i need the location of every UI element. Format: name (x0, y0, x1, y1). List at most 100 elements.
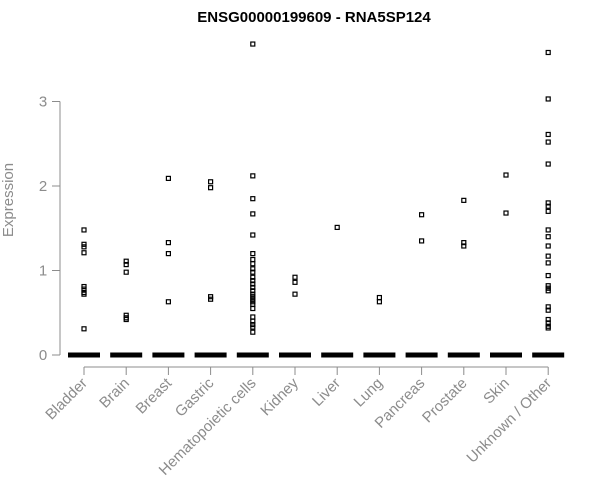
zero-value-points (363, 352, 396, 358)
data-point (250, 251, 256, 257)
zero-value-points (321, 352, 354, 358)
data-point (250, 173, 256, 179)
category-points (532, 49, 565, 358)
data-point (123, 269, 129, 275)
data-point (545, 131, 551, 138)
data-point (545, 203, 551, 209)
category-points (405, 212, 438, 358)
x-tick-label: Prostate (419, 375, 471, 427)
data-point (165, 175, 171, 181)
y-tick-label: 3 (39, 94, 47, 111)
zero-value-points (194, 352, 227, 358)
data-point (545, 161, 551, 167)
zero-value-points (152, 352, 185, 358)
category-points (236, 41, 269, 358)
data-point (545, 96, 551, 102)
data-point (123, 258, 129, 264)
data-point (292, 279, 298, 285)
data-point (545, 325, 551, 331)
data-point (545, 320, 551, 326)
y-tick-label: 2 (39, 178, 47, 195)
zero-value-points (110, 352, 143, 358)
data-point (250, 284, 256, 290)
data-point (503, 172, 509, 178)
zero-value-points (236, 352, 269, 358)
zero-value-points (447, 352, 480, 358)
data-point (250, 314, 256, 320)
data-point (545, 200, 551, 206)
zero-value-points (279, 352, 311, 358)
data-point (250, 329, 256, 335)
data-point (461, 240, 467, 246)
data-point (461, 243, 467, 249)
category-points (447, 197, 480, 358)
data-point (545, 260, 551, 266)
category-points (68, 227, 100, 358)
data-point (165, 251, 171, 257)
data-point (334, 224, 340, 231)
data-point (545, 139, 551, 145)
data-point (545, 234, 551, 240)
data-points (68, 41, 565, 358)
data-point (250, 278, 256, 284)
data-point (250, 274, 256, 280)
data-point (165, 299, 171, 305)
data-point (81, 250, 87, 256)
chart-title: ENSG00000199609 - RNA5SP124 (197, 9, 431, 26)
data-point (545, 227, 551, 233)
data-point (250, 232, 256, 238)
category-points (110, 258, 143, 358)
x-tick-label: Skin (480, 375, 513, 408)
data-point (81, 286, 87, 292)
data-point (292, 291, 298, 297)
x-tick-label: Lung (351, 375, 387, 411)
data-point (250, 318, 256, 324)
zero-value-points (68, 352, 100, 358)
data-point (250, 41, 256, 47)
category-points (321, 224, 354, 358)
x-tick-label: Breast (133, 374, 176, 417)
data-point (250, 256, 256, 263)
x-tick-label: Kidney (257, 374, 302, 419)
data-point (419, 238, 425, 244)
data-point (545, 243, 551, 249)
data-point (419, 212, 425, 218)
y-axis-label: Expression (0, 163, 17, 237)
data-point (250, 211, 256, 217)
x-tick-label: Bladder (42, 375, 91, 424)
data-point (81, 326, 87, 332)
data-point (250, 261, 256, 267)
data-point (208, 296, 214, 302)
data-point (545, 288, 551, 294)
category-points (279, 274, 311, 358)
category-points (490, 172, 522, 358)
data-point (461, 197, 467, 203)
data-point (545, 316, 551, 323)
data-point (503, 210, 509, 216)
data-point (545, 208, 551, 214)
data-point (165, 240, 171, 246)
data-point (545, 307, 551, 313)
category-points (363, 294, 396, 358)
data-point (545, 272, 551, 279)
data-point (376, 299, 382, 305)
data-point (123, 316, 129, 323)
data-point (250, 196, 256, 202)
data-point (81, 291, 87, 297)
data-point (545, 49, 551, 56)
y-tick-label: 0 (39, 347, 47, 364)
data-point (250, 281, 256, 287)
data-point (376, 294, 382, 301)
data-point (545, 253, 551, 259)
zero-value-points (405, 352, 438, 358)
data-point (545, 304, 551, 310)
y-tick-label: 1 (39, 263, 47, 280)
y-axis: 0 1 2 3 (39, 94, 61, 364)
data-point (81, 244, 87, 250)
x-tick-label: Brain (96, 375, 133, 412)
data-point (250, 324, 256, 330)
data-point (292, 274, 298, 280)
data-point (250, 269, 256, 275)
